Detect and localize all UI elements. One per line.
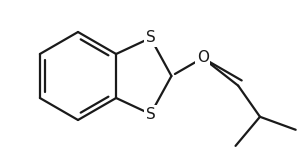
Text: S: S — [146, 30, 156, 45]
Text: S: S — [146, 107, 156, 122]
Text: O: O — [197, 50, 209, 66]
